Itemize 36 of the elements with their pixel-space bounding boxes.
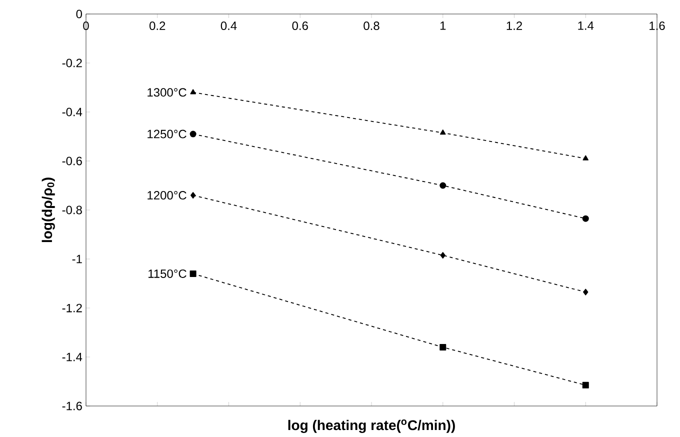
x-tick-label: 1.6 (650, 22, 665, 30)
point (440, 252, 446, 259)
y-tick-label: -1.6 (62, 402, 82, 410)
point (440, 344, 446, 350)
y-tick-label: -1.2 (62, 304, 82, 312)
x-tick-label: 1 (440, 22, 446, 30)
y-axis-title: log(dρ/ρ$_{0}$) (42, 178, 55, 242)
x-tick-label: 0.4 (220, 22, 237, 30)
point (190, 130, 196, 138)
x-tick-label: 1.4 (578, 22, 594, 30)
y-tick-label: -1 (72, 254, 82, 264)
y-tick-label: -0.2 (62, 58, 82, 68)
series-label: 1150°C (148, 269, 186, 278)
point (440, 182, 446, 189)
point (190, 89, 196, 94)
x-axis-title: log (heating rate($^{o}$C/min)) (288, 420, 455, 433)
series-label: 1200°C (148, 191, 186, 200)
x-tick-label: 0.6 (292, 22, 308, 30)
point (190, 192, 196, 199)
point (582, 215, 589, 222)
point (440, 130, 446, 135)
x-tick-label: 0.8 (364, 22, 380, 30)
y-tick-label: -0.4 (62, 108, 82, 116)
y-tick-label: -0.6 (62, 156, 82, 166)
point (582, 155, 589, 160)
point (190, 270, 196, 277)
point (583, 288, 588, 296)
series-label: 1250°C (148, 130, 186, 138)
y-tick-label: 0 (76, 10, 82, 18)
y-tick-label: -1.4 (62, 352, 82, 362)
series-label: 1300°C (148, 88, 186, 97)
point (582, 382, 589, 388)
x-tick-label: 0.2 (150, 22, 166, 30)
x-tick-label: 0 (83, 22, 89, 30)
x-tick-label: 1.2 (506, 22, 522, 30)
y-tick-label: -0.8 (62, 206, 82, 214)
